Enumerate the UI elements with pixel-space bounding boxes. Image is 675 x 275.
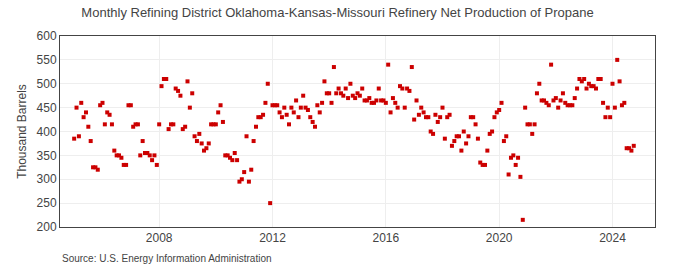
svg-text:Source: U.S. Energy Informatio: Source: U.S. Energy Information Administ… bbox=[62, 253, 272, 264]
svg-text:200: 200 bbox=[37, 220, 57, 234]
svg-text:2016: 2016 bbox=[372, 231, 399, 245]
svg-text:2024: 2024 bbox=[599, 231, 626, 245]
svg-text:300: 300 bbox=[37, 172, 57, 186]
svg-text:500: 500 bbox=[37, 77, 57, 91]
svg-text:2012: 2012 bbox=[259, 231, 286, 245]
svg-text:2020: 2020 bbox=[486, 231, 513, 245]
svg-text:450: 450 bbox=[37, 101, 57, 115]
svg-text:Thousand Barrels: Thousand Barrels bbox=[15, 84, 29, 179]
svg-text:400: 400 bbox=[37, 125, 57, 139]
svg-text:Monthly Refining District Okla: Monthly Refining District Oklahoma-Kansa… bbox=[81, 5, 593, 20]
svg-text:250: 250 bbox=[37, 196, 57, 210]
svg-text:2008: 2008 bbox=[146, 231, 173, 245]
svg-text:550: 550 bbox=[37, 53, 57, 67]
svg-text:350: 350 bbox=[37, 149, 57, 163]
svg-text:600: 600 bbox=[37, 29, 57, 43]
